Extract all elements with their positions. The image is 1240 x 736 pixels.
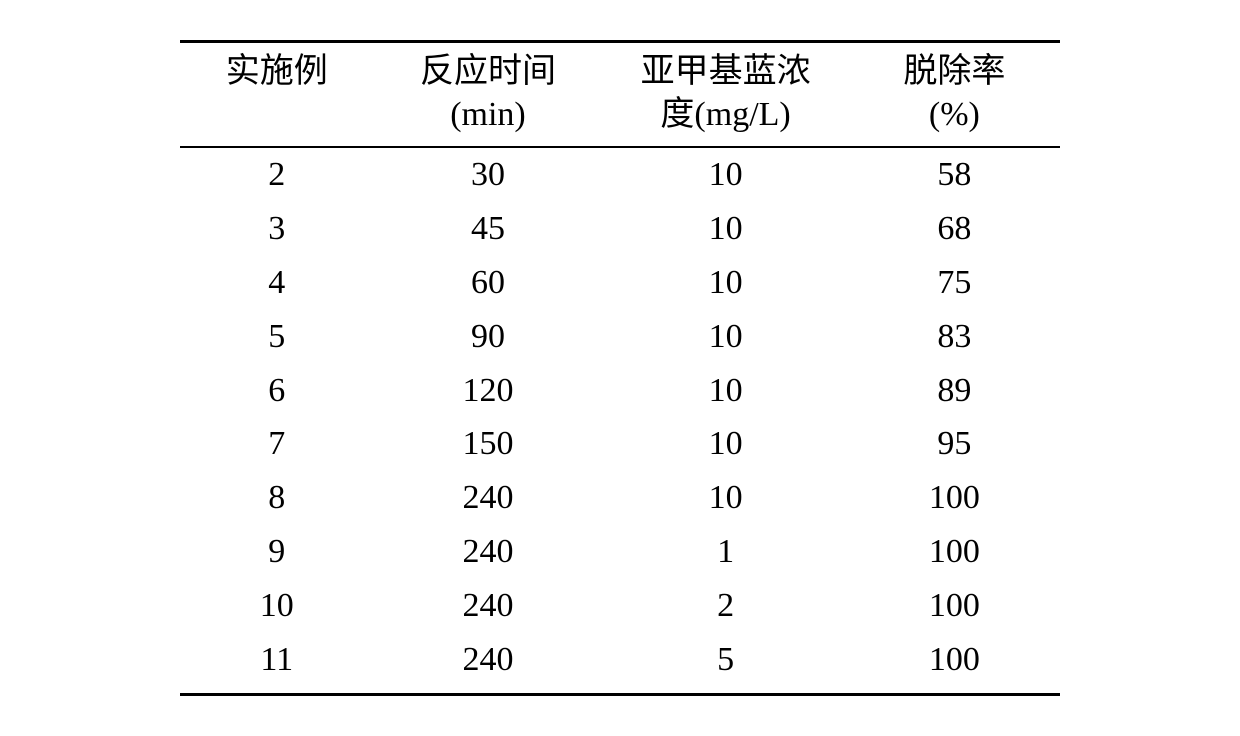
cell-concentration: 10 [602, 256, 848, 310]
col-header-example: 实施例 [180, 42, 374, 148]
cell-removal: 95 [849, 417, 1060, 471]
col-header-label: 反应时间 [378, 51, 599, 94]
table-row: 9 240 1 100 [180, 525, 1060, 579]
cell-time: 150 [374, 417, 603, 471]
cell-concentration: 10 [602, 417, 848, 471]
cell-removal: 89 [849, 364, 1060, 418]
cell-concentration: 10 [602, 202, 848, 256]
cell-time: 30 [374, 147, 603, 202]
cell-concentration: 5 [602, 633, 848, 694]
cell-removal: 58 [849, 147, 1060, 202]
cell-concentration: 10 [602, 471, 848, 525]
cell-example: 3 [180, 202, 374, 256]
cell-concentration: 2 [602, 579, 848, 633]
cell-example: 11 [180, 633, 374, 694]
col-header-concentration: 亚甲基蓝浓 度(mg/L) [602, 42, 848, 148]
cell-time: 60 [374, 256, 603, 310]
cell-time: 240 [374, 579, 603, 633]
col-header-label: 脱除率 [853, 51, 1056, 94]
cell-removal: 68 [849, 202, 1060, 256]
cell-concentration: 1 [602, 525, 848, 579]
table-row: 6 120 10 89 [180, 364, 1060, 418]
table-row: 8 240 10 100 [180, 471, 1060, 525]
cell-removal: 100 [849, 633, 1060, 694]
cell-removal: 75 [849, 256, 1060, 310]
col-header-unit: (min) [378, 94, 599, 137]
cell-concentration: 10 [602, 364, 848, 418]
cell-example: 9 [180, 525, 374, 579]
cell-time: 45 [374, 202, 603, 256]
cell-time: 240 [374, 471, 603, 525]
table-row: 4 60 10 75 [180, 256, 1060, 310]
cell-concentration: 10 [602, 310, 848, 364]
col-header-label: 亚甲基蓝浓 [606, 51, 844, 94]
cell-example: 10 [180, 579, 374, 633]
cell-removal: 100 [849, 579, 1060, 633]
cell-time: 240 [374, 525, 603, 579]
col-header-label: 实施例 [184, 51, 370, 94]
cell-example: 8 [180, 471, 374, 525]
cell-removal: 83 [849, 310, 1060, 364]
cell-example: 7 [180, 417, 374, 471]
cell-removal: 100 [849, 525, 1060, 579]
col-header-unit: 度(mg/L) [606, 94, 844, 137]
cell-time: 90 [374, 310, 603, 364]
table-row: 11 240 5 100 [180, 633, 1060, 694]
cell-example: 4 [180, 256, 374, 310]
table-row: 3 45 10 68 [180, 202, 1060, 256]
col-header-time: 反应时间 (min) [374, 42, 603, 148]
cell-example: 5 [180, 310, 374, 364]
cell-time: 120 [374, 364, 603, 418]
cell-example: 6 [180, 364, 374, 418]
table-row: 10 240 2 100 [180, 579, 1060, 633]
table-row: 5 90 10 83 [180, 310, 1060, 364]
cell-time: 240 [374, 633, 603, 694]
table-container: 实施例 反应时间 (min) 亚甲基蓝浓 度(mg/L) 脱除率 (%) [180, 40, 1060, 696]
table-body: 2 30 10 58 3 45 10 68 4 60 10 75 5 90 10 [180, 147, 1060, 694]
col-header-unit: (%) [853, 94, 1056, 137]
table-header-row: 实施例 反应时间 (min) 亚甲基蓝浓 度(mg/L) 脱除率 (%) [180, 42, 1060, 148]
table-row: 7 150 10 95 [180, 417, 1060, 471]
table-row: 2 30 10 58 [180, 147, 1060, 202]
col-header-removal: 脱除率 (%) [849, 42, 1060, 148]
data-table: 实施例 反应时间 (min) 亚甲基蓝浓 度(mg/L) 脱除率 (%) [180, 40, 1060, 696]
cell-removal: 100 [849, 471, 1060, 525]
cell-concentration: 10 [602, 147, 848, 202]
cell-example: 2 [180, 147, 374, 202]
